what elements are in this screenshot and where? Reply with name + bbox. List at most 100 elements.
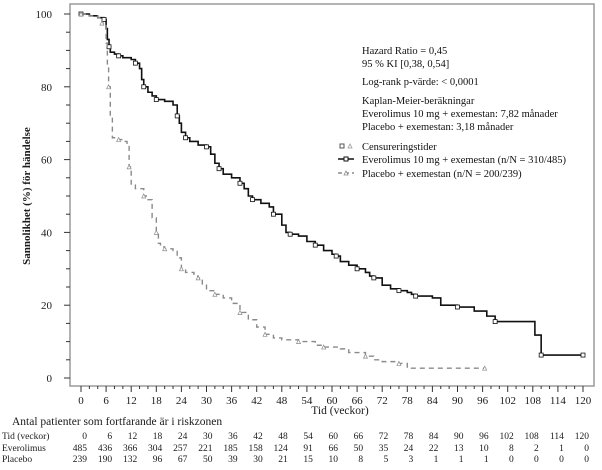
risk-cell: 190 [97,455,113,465]
everolimus-curve [81,13,583,356]
censor-marker [101,17,107,22]
censor-marker [183,135,188,141]
risk-cell: 24 [177,432,188,442]
risk-row-label: Tid (veckor) [2,432,50,442]
censor-marker [362,353,369,359]
curves [78,11,586,371]
x-tick-label: 114 [550,395,567,407]
censor-marker [204,144,209,150]
risk-cell: 108 [524,432,539,442]
y-tick-label: 80 [41,82,53,94]
risk-cell: 66 [328,443,339,454]
risk-cell: 60 [328,432,339,442]
x-tick-label: 108 [525,395,542,407]
risk-cell: 239 [72,455,87,465]
x-tick-label: 0 [78,395,84,407]
risk-cell: 54 [303,432,313,442]
risk-cell: 0 [584,443,589,454]
censor-marker [354,266,360,272]
risk-cell: 185 [223,443,238,454]
x-axis-title: Tid (veckor) [311,405,369,416]
risk-cell: 3 [408,455,414,465]
x-tick-label: 120 [575,395,592,407]
risk-cell: 96 [152,455,163,465]
x-tick-label: 12 [126,395,137,407]
risk-cell: 114 [549,432,564,442]
censor-marker [141,193,147,199]
x-axis: 0 6 12 18 24 30 36 42 48 54 60 66 72 78 84 90 96 102 108 11… [78,386,592,407]
legend-label-placebo: Placebo + exemestan (n/N = 200/239) [362,169,522,180]
risk-cell: 67 [177,455,188,465]
annotations: Hazard Ratio = 0,45 95 % KI [0,38, 0,54]… [362,46,558,133]
risk-cell: 90 [454,432,464,442]
risk-cell: 124 [273,443,288,454]
risk-cell: 50 [203,455,213,465]
censor-marker [106,84,112,90]
censor-marker [99,20,105,26]
censor-marker [237,180,243,186]
risk-cell: 30 [203,432,213,442]
risk-cell: 39 [228,455,238,465]
risk-cell: 6 [107,432,113,442]
risk-cell: 257 [173,443,188,454]
y-tick-label: 0 [47,373,53,385]
y-tick-label: 60 [41,155,53,167]
risk-cell: 21 [278,455,288,465]
censor-marker [174,113,180,119]
risk-cell: 84 [428,432,439,442]
censor-marker [295,338,302,344]
y-tick-label: 20 [41,300,53,312]
censor-marker [271,211,276,217]
risk-cell: 158 [248,443,263,454]
risk-cell: 36 [228,432,238,442]
censor-square-icon [343,156,349,162]
y-tick-label: 100 [36,9,53,21]
risk-cell: 96 [479,432,489,442]
y-tick-label: 40 [41,227,53,239]
risk-cell: 1 [458,455,464,465]
x-tick-label: 90 [452,395,464,407]
km-estimate-placebo: Placebo + exemestan: 3,18 månader [362,122,514,133]
risk-cell: 0 [584,455,589,465]
censor-marker [538,352,544,358]
censor-marker [106,44,112,50]
risk-cell: 132 [122,455,138,465]
risk-cell: 30 [253,455,263,465]
placebo-curve [81,13,485,369]
censor-marker [492,319,498,324]
risk-cell: 15 [303,455,313,465]
x-tick-label: 36 [226,395,238,407]
censor-marker [333,253,339,259]
x-tick-label: 42 [251,395,262,407]
censor-marker [162,245,168,252]
risk-cell: 18 [152,432,163,442]
risk-cell: 0 [534,455,539,465]
confidence-interval: 95 % KI [0,38, 0,54] [362,59,449,70]
plot-frame [69,3,595,387]
risk-cell: 10 [479,443,489,454]
risk-table-title: Antal patienter som fortfarande är i ris… [12,416,223,428]
risk-cell: 42 [253,432,263,442]
log-rank-p-value: Log-rank p-värde: < 0,0001 [362,77,479,88]
risk-cell: 1 [483,455,489,465]
risk-cell: 1 [559,443,564,454]
risk-cell: 366 [122,443,138,454]
censor-marker [153,97,159,102]
risk-cell: 304 [148,443,163,454]
x-tick-label: 24 [176,395,188,407]
risk-cell: 0 [508,455,514,465]
risk-cell: 78 [403,432,414,442]
risk-cell: 0 [82,432,87,442]
risk-cell: 35 [378,443,389,454]
risk-row-label: Placebo [2,455,33,465]
risk-cell: 102 [499,432,514,442]
risk-cell: 22 [428,443,439,454]
risk-cell: 8 [358,455,364,465]
risk-cell: 13 [454,443,464,454]
risk-row-label: Everolimus [2,443,46,454]
risk-cell: 50 [353,443,364,454]
x-tick-label: 18 [151,395,163,407]
censor-marker [413,293,419,299]
risk-cell: 12 [127,432,138,442]
risk-cell: 10 [328,455,339,465]
